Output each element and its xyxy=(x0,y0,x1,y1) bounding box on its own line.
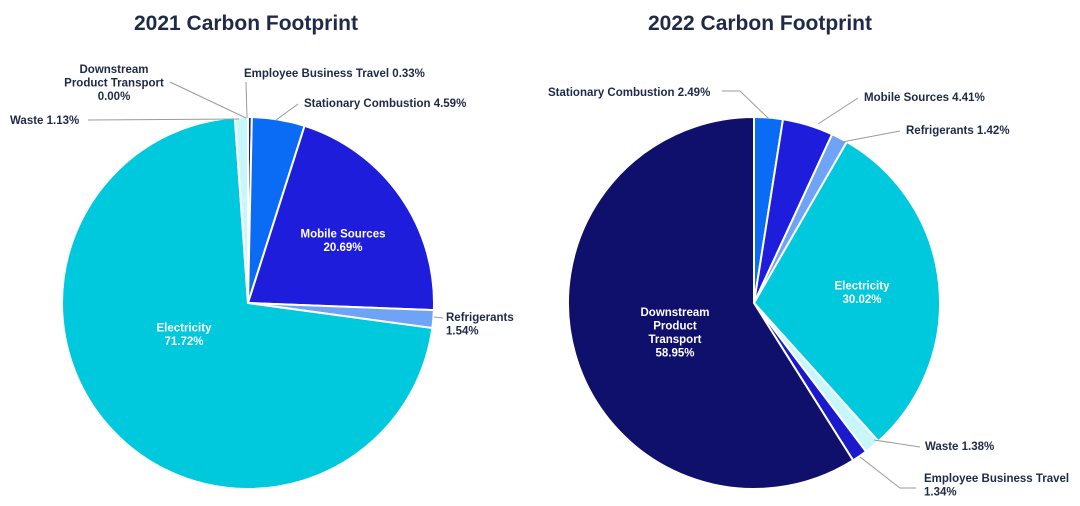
data-label-2022-employee-business-travel: Employee Business Travel 1.34% xyxy=(924,473,1069,499)
chart-title-2021: 2021 Carbon Footprint xyxy=(134,12,358,35)
slice-2021-waste xyxy=(233,115,249,304)
data-label-2021-electricity: Electricity 71.72% xyxy=(157,322,213,348)
leader-line-2021-waste xyxy=(87,118,240,121)
slice-2021-electricity xyxy=(61,116,434,490)
pie-2022-slices xyxy=(567,115,941,490)
data-label-2022-mobile-sources: Mobile Sources 4.41% xyxy=(864,92,985,104)
data-label-2021-employee-business-travel: Employee Business Travel 0.33% xyxy=(244,68,425,80)
pie-2022-labels: Stationary Combustion 2.49% Mobile Source… xyxy=(548,87,1069,499)
data-label-2022-refrigerants: Refrigerants 1.42% xyxy=(906,125,1010,137)
data-label-2022-downstream-product-transport: Downstream Product Transport 58.95% xyxy=(640,307,709,360)
data-label-2021-stationary-combustion: Stationary Combustion 4.59% xyxy=(304,98,466,110)
leader-line-2022-waste xyxy=(873,439,921,448)
leader-line-2022-stationary-combustion xyxy=(722,90,770,120)
slice-2022-downstream-product-transport xyxy=(567,115,855,490)
leader-line-2022-employee-business-travel xyxy=(859,456,916,489)
slice-2022-electricity xyxy=(752,140,941,443)
data-label-2022-waste: Waste 1.38% xyxy=(925,441,994,453)
data-label-2021-refrigerants: Refrigerants 1.54% xyxy=(446,312,514,338)
leader-line-2021-stationary-combustion xyxy=(275,103,299,121)
slice-2021-mobile-sources xyxy=(246,124,435,312)
pie-2021-slices xyxy=(61,115,435,490)
leader-line-2022-refrigerants xyxy=(841,130,901,143)
data-label-2022-electricity: Electricity 30.02% xyxy=(835,280,891,306)
pie-2021-labels: Downstream Product Transport 0.00% Employee… xyxy=(10,64,514,348)
data-label-2021-downstream-product-transport: Downstream Product Transport 0.00% xyxy=(64,64,164,103)
data-label-2021-mobile-sources: Mobile Sources 20.69% xyxy=(301,228,386,254)
leader-line-2022-mobile-sources xyxy=(817,97,859,125)
chart-title-2022: 2022 Carbon Footprint xyxy=(648,12,872,35)
leader-line-2021-employee-business-travel xyxy=(245,81,248,119)
data-label-2021-waste: Waste 1.13% xyxy=(10,115,79,127)
leader-line-2021-downstream-product-transport xyxy=(169,81,247,119)
data-label-2022-stationary-combustion: Stationary Combustion 2.49% xyxy=(548,87,710,99)
leader-line-2021-refrigerants xyxy=(433,316,444,319)
